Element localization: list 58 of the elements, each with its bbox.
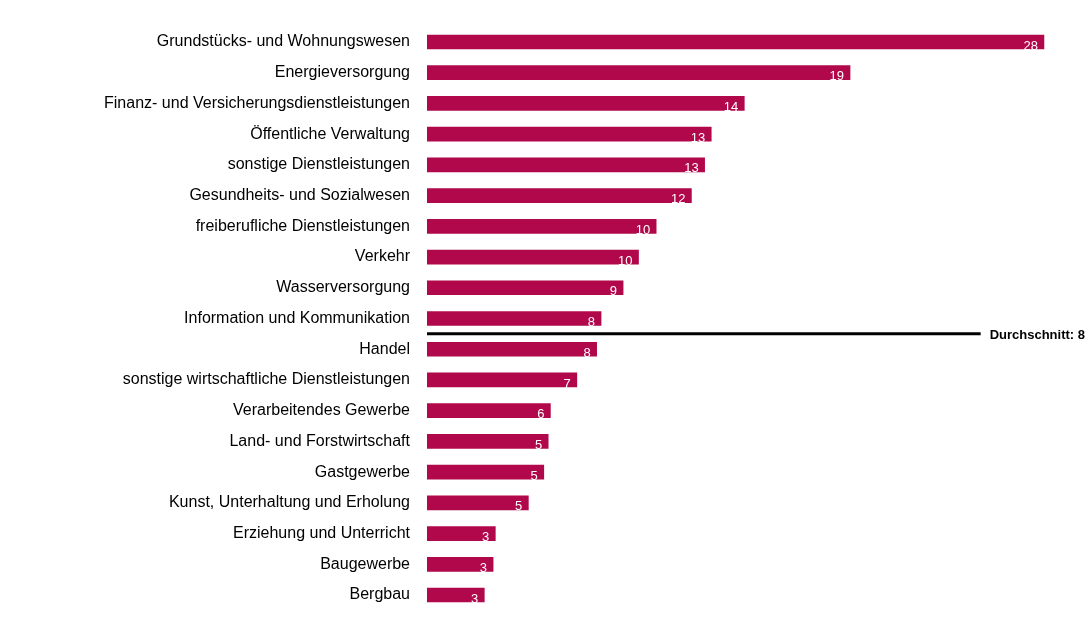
data-label: 9: [609, 283, 618, 299]
data-label: 3: [479, 559, 488, 575]
bar: [427, 280, 624, 296]
data-label: 5: [530, 467, 538, 483]
data-label: 3: [471, 590, 479, 606]
y-tick-label: Energieversorgung: [274, 63, 410, 81]
annotation: Durchschnitt: 8: [989, 327, 1085, 343]
bar: [427, 157, 705, 173]
y-tick-label: Kunst, Unterhaltung und Erholung: [168, 493, 410, 511]
bar: [427, 587, 485, 603]
bar: [427, 311, 602, 326]
bar: [427, 403, 551, 419]
y-tick-label: Information und Kommunikation: [184, 308, 410, 326]
bar: [427, 526, 496, 541]
data-label: 5: [515, 498, 523, 514]
y-tick-label: Handel: [359, 339, 410, 357]
data-label: 7: [563, 375, 571, 391]
y-tick-label: Verarbeitendes Gewerbe: [233, 401, 411, 419]
bar: [427, 188, 692, 203]
bar: [427, 249, 639, 265]
y-tick-label: Verkehr: [354, 247, 411, 265]
data-label: 28: [1023, 37, 1038, 53]
data-label: 8: [583, 344, 591, 360]
bar: [427, 65, 851, 81]
y-tick-label: Bergbau: [349, 585, 410, 603]
data-label: 14: [723, 98, 739, 114]
y-tick-label: Finanz- und Versicherungsdienstleistungen: [104, 93, 410, 111]
y-tick-label: Öffentliche Verwaltung: [250, 124, 410, 142]
data-label: 13: [690, 129, 706, 145]
data-label: 3: [482, 529, 490, 545]
y-tick-label: Erziehung und Unterricht: [233, 523, 411, 541]
bar: [427, 495, 529, 511]
bar: [427, 341, 597, 357]
data-label: 8: [587, 314, 596, 330]
bar: [427, 464, 545, 480]
data-label: 13: [684, 160, 699, 176]
bar: [427, 126, 712, 142]
bar: [427, 556, 494, 572]
y-tick-label: Grundstücks- und Wohnungswesen: [156, 32, 410, 50]
y-tick-label: Gesundheits- und Sozialwesen: [189, 186, 410, 203]
y-tick-label: Land- und Forstwirtschaft: [229, 431, 411, 449]
y-tick-label: Gastgewerbe: [314, 462, 411, 480]
bar: [427, 434, 549, 449]
data-label: 5: [534, 436, 543, 452]
y-tick-label: freiberufliche Dienstleistungen: [195, 216, 410, 234]
bar: [427, 96, 745, 111]
data-label: 6: [537, 406, 545, 422]
bar: [427, 372, 578, 388]
data-label: 19: [829, 68, 845, 84]
y-tick-label: Baugewerbe: [320, 554, 411, 572]
data-label: 10: [618, 252, 633, 268]
data-label: 10: [635, 221, 651, 237]
y-tick-label: sonstige wirtschaftliche Dienstleistungen: [122, 370, 410, 388]
y-tick-label: Wasserversorgung: [276, 278, 410, 296]
data-label: 12: [670, 191, 686, 207]
bar: [427, 34, 1045, 50]
y-tick-label: sonstige Dienstleistungen: [227, 155, 410, 173]
bar: [427, 218, 657, 234]
